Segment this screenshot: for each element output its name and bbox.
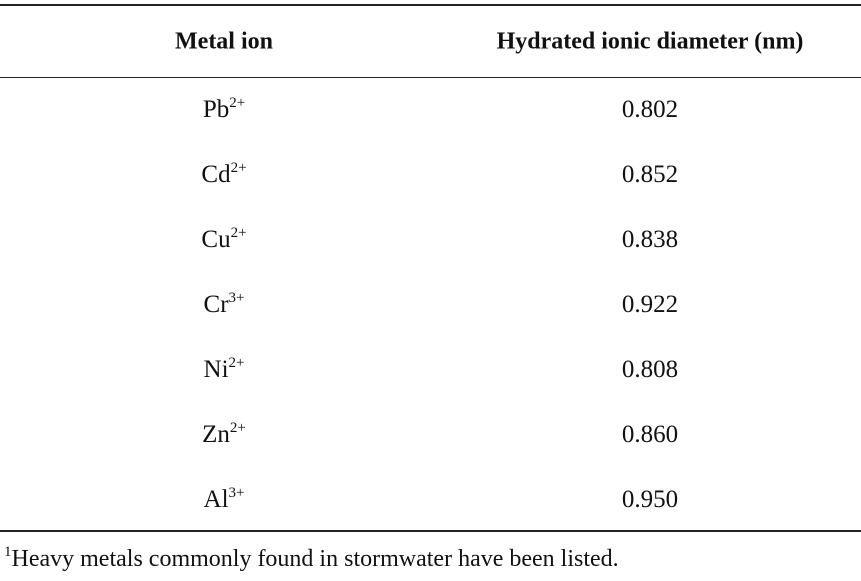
diameter-cell: 0.852 (621, 161, 679, 188)
bottom-rule (0, 530, 861, 532)
header-rule (0, 77, 861, 78)
ion-cell: Pb2+ (203, 96, 245, 124)
ion-symbol: Cu (201, 226, 231, 253)
ion-symbol: Cd (201, 161, 231, 188)
ion-cell: Cu2+ (201, 226, 246, 254)
ion-cell: Cr3+ (204, 291, 245, 319)
diameter-cell: 0.802 (621, 96, 679, 123)
ion-charge: 3+ (228, 290, 245, 306)
ion-cell: Ni2+ (204, 356, 245, 384)
diameter-cell: 0.860 (621, 421, 679, 448)
ion-symbol: Ni (203, 356, 229, 383)
diameter-cell: 0.808 (621, 356, 679, 383)
footnote-text: Heavy metals commonly found in stormwate… (11, 546, 619, 572)
ion-symbol: Al (203, 486, 229, 513)
ion-symbol: Cr (203, 291, 229, 318)
diameter-cell: 0.950 (621, 486, 679, 513)
footnote-marker: 1 (4, 544, 12, 560)
ion-symbol: Zn (202, 421, 230, 448)
ion-charge: 2+ (229, 420, 246, 436)
header-cell: Metal ion (175, 28, 273, 55)
ion-cell: Zn2+ (202, 421, 246, 449)
diameter-cell: 0.838 (621, 226, 679, 253)
header-cell: Hydrated ionic diameter (nm) (496, 28, 804, 55)
ion-charge: 2+ (230, 225, 247, 241)
ion-charge: 2+ (230, 160, 247, 176)
ion-charge: 3+ (228, 485, 245, 501)
top-rule (0, 4, 861, 6)
ion-cell: Al3+ (204, 486, 245, 514)
ion-cell: Cd2+ (201, 161, 246, 189)
ion-charge: 2+ (228, 355, 245, 371)
footnote: 1Heavy metals commonly found in stormwat… (4, 544, 619, 573)
diameter-cell: 0.922 (621, 291, 679, 318)
ion-charge: 2+ (229, 95, 246, 111)
ion-symbol: Pb (202, 96, 230, 123)
